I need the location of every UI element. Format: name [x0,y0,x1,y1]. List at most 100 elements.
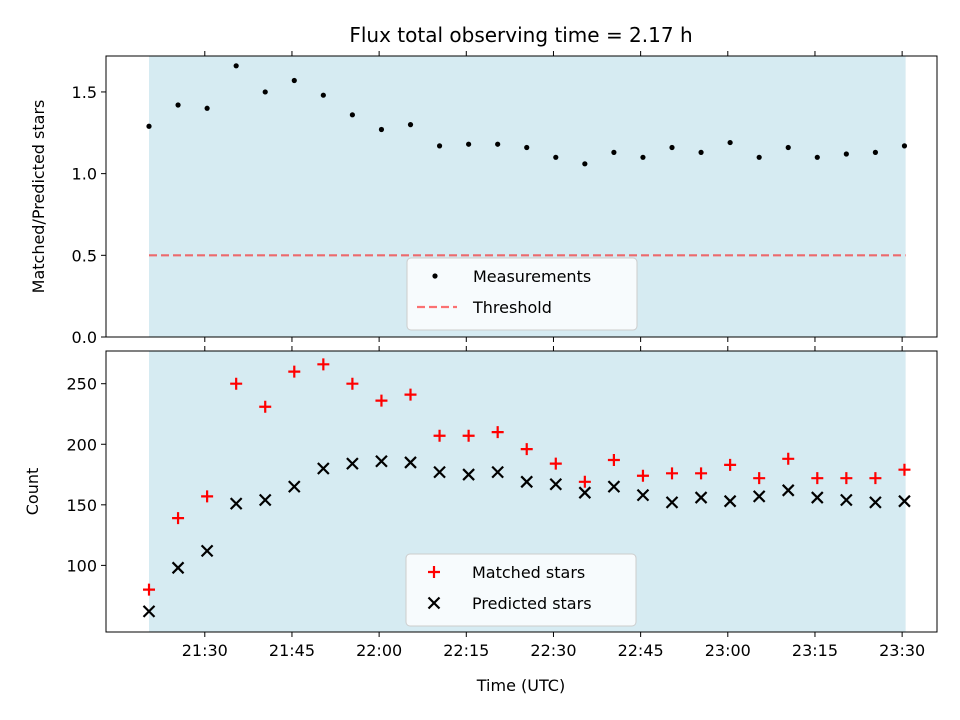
data-point-predicted-stars [665,496,679,509]
data-point-measurements [727,139,733,146]
panel-ratio: 0.0 0.5 1.0 1.5 Matched/Predicted stars Measu… [29,51,938,347]
data-point-matched-stars [782,452,795,465]
legend-label: Matched stars [472,563,585,582]
chart-title: Flux total observing time = 2.17 h [349,23,692,47]
data-point-matched-stars [607,454,620,467]
data-point-predicted-stars [346,457,359,470]
x-tick-label: 22:30 [530,641,576,660]
y-tick-label: 100 [66,556,97,575]
data-point-predicted-stars [811,491,824,504]
data-point-predicted-stars [781,484,795,497]
data-point-predicted-stars [694,491,708,504]
data-point-measurements [407,122,414,128]
data-point-measurements [466,141,472,147]
data-point-matched-stars [346,377,359,390]
data-point-measurements [495,141,501,147]
data-point-matched-stars [375,394,388,407]
data-point-predicted-stars [636,488,650,502]
data-point-measurements [553,154,559,160]
legend-marker [432,273,438,279]
data-point-measurements [175,102,181,108]
data-point-matched-stars [288,365,301,378]
legend-marker [427,596,441,610]
y-tick-label: 0.0 [72,328,97,347]
x-tick-label: 22:45 [618,641,664,660]
x-axis-label: Time (UTC) [476,676,565,695]
data-point-predicted-stars [462,468,475,481]
data-point-predicted-stars [578,486,592,499]
data-point-predicted-stars [549,477,563,491]
data-point-matched-stars [172,512,185,525]
legend-label: Predicted stars [472,594,592,613]
data-point-matched-stars [636,469,649,482]
data-point-matched-stars [520,443,533,456]
data-point-measurements [814,154,820,160]
data-point-predicted-stars [607,480,621,493]
data-point-predicted-stars [869,496,882,509]
data-point-measurements [320,92,326,98]
data-point-matched-stars [753,472,766,485]
y-tick-label: 1.0 [72,165,97,184]
data-point-matched-stars [230,377,243,390]
y-tick-label: 250 [66,375,97,394]
data-point-matched-stars [578,475,591,488]
data-point-predicted-stars [142,605,156,618]
data-point-matched-stars [433,429,446,442]
data-point-predicted-stars [433,465,446,479]
legend-box [406,257,638,331]
data-point-measurements [582,161,588,167]
data-point-measurements [291,77,297,84]
data-point-matched-stars [869,472,882,485]
data-point-measurements [524,144,530,151]
data-point-measurements [233,63,239,69]
x-tick-label: 23:15 [792,641,838,660]
plot-frame [105,350,938,633]
data-point-measurements [378,126,385,133]
data-point-measurements [204,105,210,111]
x-tick-label: 23:30 [879,641,925,660]
data-point-measurements [349,112,355,118]
data-point-measurements [872,149,879,155]
data-point-measurements [146,123,152,129]
data-point-measurements [756,154,762,160]
panel-counts: 21:30 21:45 22:00 22:15 22:30 22:45 23:00 23:15… [23,346,938,660]
data-point-matched-stars [695,467,708,480]
data-point-matched-stars [840,472,853,485]
data-point-measurements [640,154,646,160]
data-point-measurements [901,143,908,149]
data-point-measurements [698,149,704,155]
plot-frame [105,55,938,338]
data-point-predicted-stars [723,494,737,508]
y-axis-label: Matched/Predicted stars [29,100,48,294]
data-point-matched-stars [317,358,330,371]
data-point-predicted-stars [229,497,243,510]
data-point-matched-stars [898,463,911,476]
data-point-predicted-stars [520,475,534,489]
legend-marker [428,566,440,578]
legend-label: Threshold [472,298,552,317]
data-point-predicted-stars [752,490,766,503]
x-tick-label: 23:00 [705,641,751,660]
x-tick-label: 22:15 [443,641,489,660]
data-point-measurements [436,143,443,149]
data-point-matched-stars [404,388,417,401]
y-axis-label: Count [23,468,42,516]
y-tick-label: 200 [66,435,97,454]
data-point-predicted-stars [288,480,301,493]
data-point-predicted-stars [171,561,185,575]
data-point-measurements [785,144,791,151]
data-point-matched-stars [259,400,272,413]
data-point-matched-stars [491,426,504,439]
data-point-predicted-stars [200,544,214,558]
data-point-matched-stars [201,490,214,503]
data-point-measurements [611,149,617,155]
data-point-matched-stars [811,472,824,485]
data-point-predicted-stars [491,465,504,479]
y-tick-label: 0.5 [72,246,97,265]
legend-label: Measurements [473,267,591,286]
data-point-predicted-stars [898,494,911,508]
x-tick-label: 21:30 [182,641,228,660]
data-point-matched-stars [462,429,475,442]
legend-box [405,553,637,627]
